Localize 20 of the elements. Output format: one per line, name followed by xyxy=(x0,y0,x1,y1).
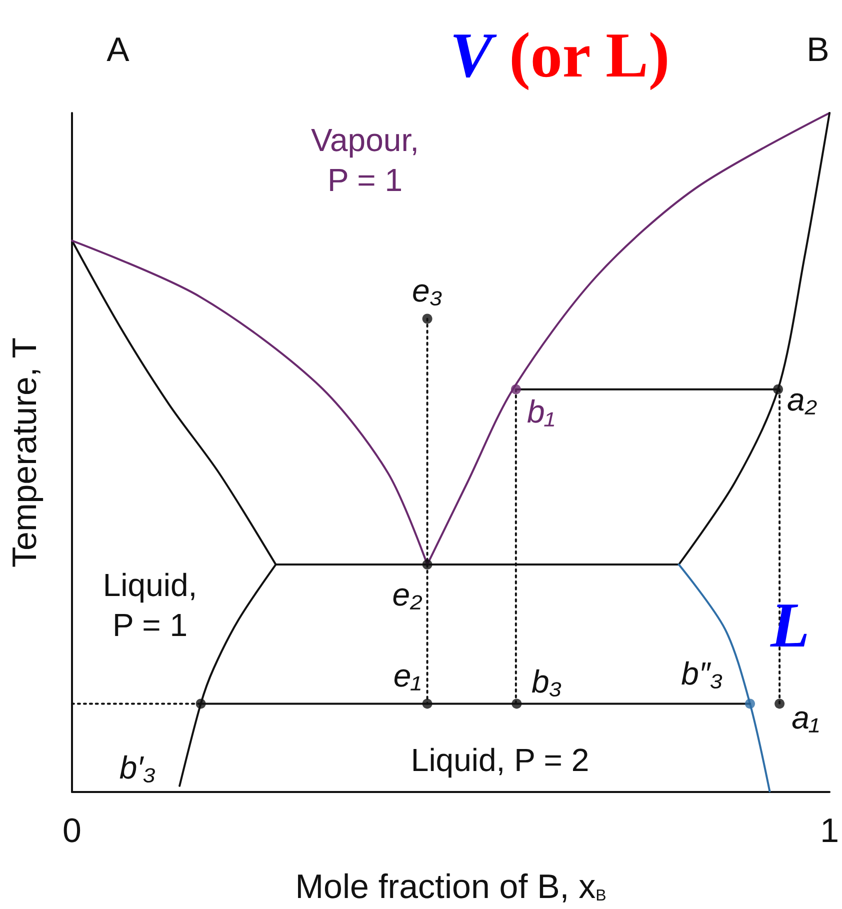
annotation: Liquid, P = 1 xyxy=(102,567,198,643)
annotation: a₁ xyxy=(792,700,820,736)
annotation: a₂ xyxy=(787,381,818,418)
text: V (or L) xyxy=(450,20,670,90)
annotation: Vapour, P = 1 xyxy=(311,122,419,198)
annotation: e₂ xyxy=(392,576,422,613)
annotation: e₃ xyxy=(412,272,443,309)
annotation: b₁ xyxy=(526,393,555,430)
annotation: L xyxy=(769,590,810,660)
annotation: e₁ xyxy=(393,658,422,694)
text: B xyxy=(806,31,830,69)
annotation: b₃ xyxy=(531,664,562,700)
x-tick-label: 1 xyxy=(820,812,840,850)
x-tick-label: 0 xyxy=(62,812,82,850)
annotation: b′₃ xyxy=(119,750,156,786)
y-axis-title: Temperature, T xyxy=(6,338,44,568)
annotation: Liquid, P = 2 xyxy=(410,742,590,778)
annotation: b″₃ xyxy=(681,656,723,692)
text: A xyxy=(106,31,130,69)
x-axis-title: Mole fraction of B, xB xyxy=(295,868,606,906)
